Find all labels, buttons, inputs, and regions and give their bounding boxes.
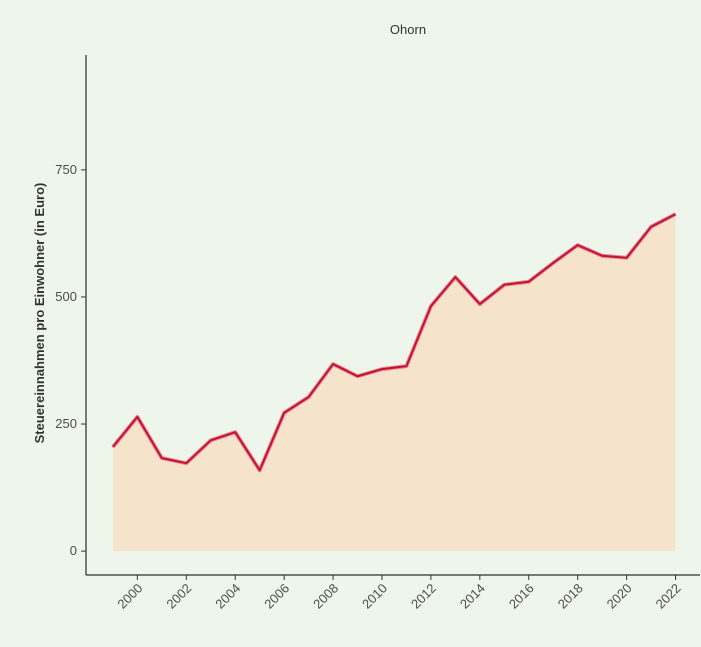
x-tick-label: 2020 [604, 581, 635, 612]
y-tick-label: 250 [55, 416, 77, 431]
y-axis-label: Steuereinnahmen pro Einwohner (in Euro) [32, 183, 47, 444]
x-tick-label: 2000 [114, 581, 145, 612]
x-tick-label: 2006 [261, 581, 292, 612]
area [112, 214, 676, 552]
y-tick-label: 750 [55, 162, 77, 177]
x-tick-label: 2010 [359, 581, 390, 612]
x-tick-label: 2016 [506, 581, 537, 612]
x-tick-label: 2014 [457, 581, 488, 612]
chart-title: Ohorn [390, 22, 426, 37]
line [112, 213, 676, 472]
x-tick-label: 2008 [310, 581, 341, 612]
x-tick-label: 2018 [555, 581, 586, 612]
y-tick-label: 0 [70, 543, 77, 558]
x-tick-label: 2022 [653, 581, 684, 612]
y-tick-label: 500 [55, 289, 77, 304]
x-tick-label: 2002 [163, 581, 194, 612]
x-tick-label: 2012 [408, 581, 439, 612]
x-tick-label: 2004 [212, 581, 243, 612]
